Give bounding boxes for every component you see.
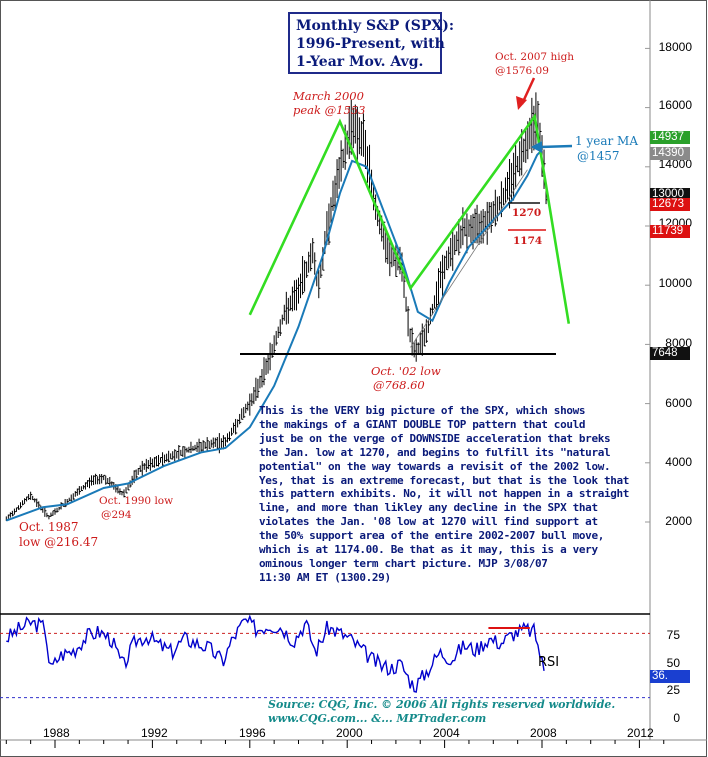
high-arrow-head (516, 96, 527, 110)
price-bars (5, 92, 548, 521)
price-tag: 11739 (650, 225, 690, 238)
annotation-moving-average: 1 year MA @1457 (575, 134, 638, 164)
y-tick-label: 6000 (665, 396, 692, 410)
y-tick-label: 16000 (658, 98, 692, 112)
commentary-line: ominous longer term chart picture. MJP 3… (259, 556, 548, 570)
source-credit: Source: CQG, Inc. © 2006 All rights rese… (268, 698, 615, 726)
x-tick-label: 2000 (336, 726, 363, 740)
annotation-2000-peak: March 2000 peak @1553 (293, 89, 365, 117)
annotation-level-1174: 1174 (513, 235, 543, 247)
x-tick-label: 2008 (530, 726, 557, 740)
annotation-2000-peak-line1: March 2000 (293, 89, 364, 103)
source-line2: www.CQG.com... &... MPTrader.com (268, 712, 487, 725)
rsi-line (6, 614, 545, 693)
commentary-line: 11:30 AM ET (1300.29) (259, 570, 391, 584)
rsi-tick-label: 75 (666, 628, 680, 642)
annotation-ma-line1: 1 year MA (575, 134, 638, 148)
commentary-line: the Jan. low at 1270, and begins to fulf… (259, 445, 611, 459)
commentary-line: the 50% support area of the entire 2002-… (259, 529, 604, 543)
annotation-1987-low-line1: Oct. 1987 (19, 520, 79, 534)
rsi-value-tag: 36. (650, 670, 690, 683)
annotation-1987-low: Oct. 1987 low @216.47 (19, 520, 98, 550)
ma-arrow-shaft (539, 144, 573, 149)
annotation-1990-low-line2: @294 (101, 509, 132, 521)
y-tick-label: 2000 (665, 514, 692, 528)
price-tag: 13000 (650, 188, 690, 201)
annotation-2007-high-line1: Oct. 2007 high (495, 51, 575, 63)
commentary-line: line, and more than likley any decline i… (259, 501, 598, 515)
y-tick-label: 14000 (658, 157, 692, 171)
rsi-tick-label: 0 (673, 711, 680, 725)
y-tick-label: 8000 (665, 336, 692, 350)
annotation-level-1270: 1270 (512, 207, 542, 219)
moving-average-line (5, 149, 543, 522)
y-tick-label: 10000 (658, 276, 692, 290)
annotation-2002-low-line2: @768.60 (373, 378, 425, 392)
annotation-2007-high-line2: @1576.09 (495, 65, 549, 77)
annotation-1987-low-line2: low @216.47 (19, 535, 99, 549)
x-tick-label: 1992 (141, 726, 168, 740)
commentary-line: just be on the verge of DOWNSIDE acceler… (259, 431, 611, 445)
annotation-arrows (516, 77, 573, 153)
moving-average (5, 149, 543, 522)
commentary-line: the makings of a GIANT DOUBLE TOP patter… (259, 417, 586, 431)
commentary-line: this pattern exhibits. No, it will not h… (259, 487, 630, 501)
annotation-2002-low-line1: Oct. '02 low (371, 364, 441, 378)
x-tick-label: 1996 (239, 726, 266, 740)
price-tag: 14937 (650, 131, 690, 144)
chart-title-line2: 1996-Present, with (296, 36, 445, 52)
rsi-tick-label: 25 (666, 683, 680, 697)
rsi-panel (0, 614, 650, 699)
gridlines (645, 47, 650, 523)
x-tick-label: 2004 (433, 726, 460, 740)
annotation-2000-peak-line2: peak @1553 (293, 103, 366, 117)
rsi-tick-label: 50 (666, 656, 680, 670)
chart-title-line3: 1-Year Mov. Avg. (296, 54, 424, 70)
annotation-1990-low: Oct. 1990 low @294 (99, 494, 173, 522)
commentary-line: Yes, that is an extreme forecast, but th… (259, 473, 630, 487)
commentary-line: violates the Jan. '08 low at 1270 will f… (259, 515, 598, 529)
annotation-1990-low-line1: Oct. 1990 low (99, 495, 174, 507)
x-axis-ticks (5, 740, 665, 748)
y-tick-label: 18000 (658, 40, 692, 54)
rsi-label: RSI (538, 655, 560, 670)
commentary-line: which is at 1174.00. Be that as it may, … (259, 543, 598, 557)
source-line1: Source: CQG, Inc. © 2006 All rights rese… (268, 698, 616, 711)
price-tag: 12673 (650, 198, 690, 211)
trend-channel-line (410, 169, 528, 348)
commentary-line: potential" on the way towards a revisit … (259, 459, 611, 473)
commentary-text: This is the VERY big picture of the SPX,… (259, 404, 639, 585)
annotation-ma-line2: @1457 (577, 149, 620, 163)
annotation-2007-high: Oct. 2007 high @1576.09 (495, 50, 574, 78)
commentary-line: This is the VERY big picture of the SPX,… (259, 404, 586, 417)
chart-title-line1: Monthly S&P (SPX): (296, 18, 455, 34)
y-tick-label: 4000 (665, 455, 692, 469)
annotation-2002-low: Oct. '02 low @768.60 (371, 364, 441, 392)
chart-title: Monthly S&P (SPX): 1996-Present, with 1-… (288, 12, 455, 74)
x-tick-label: 1988 (43, 726, 70, 740)
support-levels (240, 202, 556, 355)
ma-arrow-head (531, 141, 542, 153)
price-tag: 7648 (650, 347, 690, 360)
price-tag: 14390 (650, 147, 690, 160)
x-tick-label: 2012 (627, 726, 654, 740)
